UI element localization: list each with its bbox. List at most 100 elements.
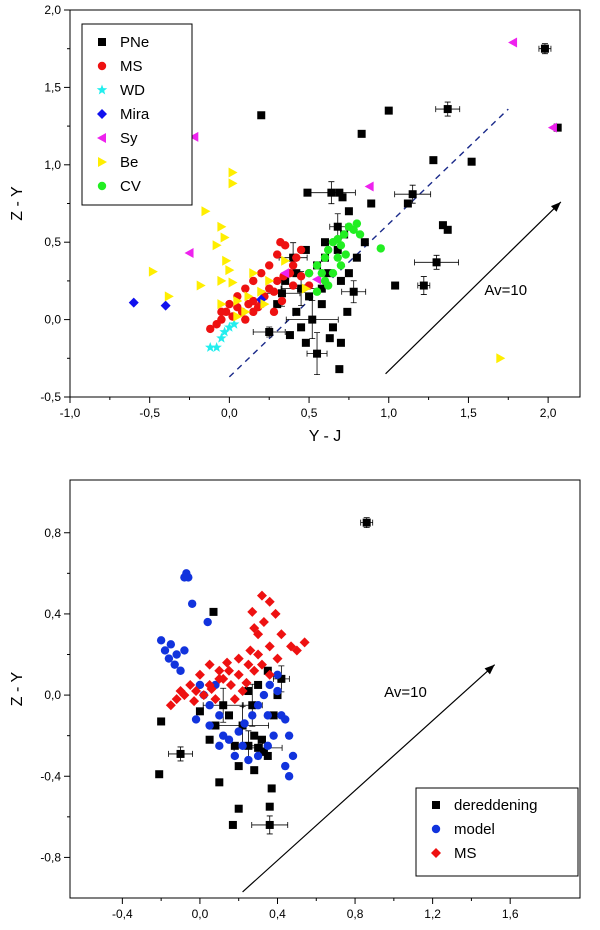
bottom-point-ms bbox=[214, 665, 225, 676]
bottom-point-model bbox=[240, 719, 249, 728]
bottom-point-ms bbox=[299, 637, 310, 648]
top-point-pne bbox=[352, 253, 361, 262]
top-series-wd bbox=[205, 318, 240, 352]
top-point-ms bbox=[292, 253, 301, 262]
top-point-be bbox=[257, 286, 267, 297]
top-point-pne bbox=[343, 307, 352, 316]
top-point-cv bbox=[339, 230, 349, 239]
top-point-be bbox=[217, 275, 227, 286]
top-point-ms bbox=[276, 238, 285, 247]
top-point-cv bbox=[349, 225, 358, 235]
bottom-point-ms bbox=[256, 659, 267, 670]
top-point-be bbox=[244, 291, 254, 302]
bottom-point-model bbox=[187, 599, 197, 608]
top-x-tick-label: 0,0 bbox=[221, 406, 238, 420]
top-legend-marker-wd bbox=[96, 84, 108, 95]
top-point-ms bbox=[265, 261, 274, 270]
bottom-point-dereddening bbox=[250, 766, 259, 775]
bottom-point-model bbox=[284, 772, 294, 781]
bottom-point-model bbox=[273, 686, 282, 696]
top-point-pne bbox=[403, 199, 412, 208]
bottom-chart: -0,40,00,40,81,21,6-0,8-0,40,00,40,8Y - … bbox=[9, 479, 581, 930]
top-point-ms bbox=[296, 245, 306, 255]
bottom-point-model bbox=[215, 741, 224, 751]
top-point-cv bbox=[323, 245, 333, 255]
bottom-series-model bbox=[156, 569, 298, 781]
top-point-pne bbox=[324, 269, 333, 278]
bottom-point-model bbox=[166, 640, 176, 649]
top-point-ms bbox=[288, 281, 298, 290]
top-point-pne bbox=[317, 300, 326, 309]
bottom-point-ms bbox=[204, 659, 215, 670]
top-point-pne bbox=[327, 188, 336, 197]
bottom-point-dereddening bbox=[250, 731, 259, 740]
bottom-point-ms bbox=[247, 606, 258, 617]
top-point-pne bbox=[467, 157, 476, 166]
top-point-be bbox=[260, 299, 270, 310]
bottom-point-dereddening bbox=[259, 747, 268, 756]
bottom-point-ms bbox=[241, 677, 252, 688]
bottom-legend-label-dereddening: dereddening bbox=[454, 797, 537, 814]
bottom-point-dereddening bbox=[265, 802, 274, 811]
top-point-ms bbox=[272, 250, 282, 259]
top-legend-marker-be bbox=[98, 157, 107, 167]
top-point-pne bbox=[349, 287, 358, 296]
bottom-point-dereddening bbox=[277, 674, 286, 683]
bottom-legend-marker-ms bbox=[431, 848, 441, 858]
top-y-tick-label: 2,0 bbox=[44, 3, 61, 17]
top-legend-marker-mira bbox=[97, 109, 107, 119]
top-point-pne bbox=[335, 188, 344, 197]
bottom-point-ms bbox=[198, 690, 209, 701]
top-legend-marker-pne bbox=[98, 38, 106, 46]
top-point-pne bbox=[301, 245, 310, 254]
top-series-ms bbox=[206, 238, 314, 334]
top-point-pne bbox=[419, 281, 428, 290]
bottom-point-dereddening bbox=[263, 751, 272, 760]
top-point-pne bbox=[344, 269, 353, 278]
bottom-point-dereddening bbox=[205, 735, 214, 744]
top-x-tick-label: -1,0 bbox=[60, 406, 81, 420]
top-point-ms bbox=[206, 324, 215, 334]
bottom-point-ms bbox=[258, 617, 269, 628]
top-series-cv bbox=[304, 219, 385, 296]
bottom-point-model bbox=[269, 731, 278, 740]
bottom-legend-marker-model bbox=[431, 824, 441, 834]
bottom-point-dereddening bbox=[248, 701, 257, 710]
bottom-point-ms bbox=[264, 641, 275, 652]
top-point-sy bbox=[189, 131, 199, 142]
top-y-tick-label: 1,0 bbox=[44, 158, 61, 172]
top-point-be bbox=[164, 291, 174, 302]
top-point-sy bbox=[508, 37, 518, 48]
top-point-cv bbox=[328, 268, 338, 278]
bottom-av-label: Av=10 bbox=[384, 684, 427, 701]
bottom-point-dereddening bbox=[215, 778, 224, 787]
top-point-pne bbox=[297, 284, 306, 293]
top-legend-label-pne: PNe bbox=[120, 34, 149, 51]
bottom-point-model bbox=[203, 617, 212, 627]
top-point-mira bbox=[128, 297, 139, 308]
top-x-tick-label: -0,5 bbox=[139, 406, 160, 420]
top-point-cv bbox=[312, 261, 322, 270]
top-dashed-reference-line bbox=[228, 108, 509, 378]
bottom-point-model bbox=[238, 741, 247, 751]
bottom-legend-label-model: model bbox=[454, 821, 495, 838]
top-x-axis-label: Y - J bbox=[309, 428, 342, 445]
bottom-point-model bbox=[172, 650, 181, 659]
top-point-cv bbox=[317, 268, 327, 278]
top-y-tick-label: 0,5 bbox=[44, 235, 61, 249]
bottom-point-dereddening bbox=[234, 762, 243, 771]
top-legend-label-mira: Mira bbox=[120, 106, 150, 123]
top-point-be bbox=[233, 311, 243, 322]
top-point-pne bbox=[540, 44, 549, 53]
bottom-point-ms bbox=[218, 673, 229, 684]
bottom-point-dereddening bbox=[254, 680, 263, 689]
bottom-point-model bbox=[263, 711, 272, 720]
bottom-point-ms bbox=[171, 694, 182, 705]
top-point-be bbox=[217, 221, 227, 232]
bottom-y-tick-label: 0,8 bbox=[44, 526, 61, 540]
bottom-point-model bbox=[156, 636, 166, 645]
top-point-ms bbox=[217, 315, 226, 324]
top-point-be bbox=[228, 178, 238, 189]
bottom-point-dereddening bbox=[157, 717, 166, 726]
top-point-pne bbox=[367, 199, 376, 208]
